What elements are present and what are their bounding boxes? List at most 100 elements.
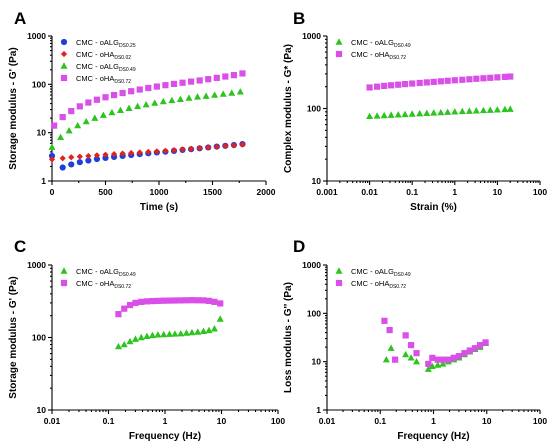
data-point (91, 114, 99, 121)
legend-subscript: DS0.49 (119, 272, 136, 278)
data-point (222, 142, 229, 150)
data-point (137, 333, 145, 341)
y-tick-label: 1000 (27, 31, 46, 41)
data-point (183, 297, 190, 304)
data-point (476, 342, 484, 349)
data-point (85, 99, 92, 106)
data-point (479, 106, 487, 114)
data-point (171, 297, 179, 304)
data-point (388, 82, 395, 89)
data-point (366, 112, 374, 120)
data-point (455, 353, 463, 360)
data-point (471, 345, 479, 352)
x-tick-label: 0.001 (316, 187, 338, 197)
data-point (424, 365, 432, 372)
data-point (149, 297, 156, 305)
x-tick-label: 100 (533, 187, 547, 197)
panel-letter: D (293, 237, 305, 256)
x-tick-label: 100 (533, 416, 547, 426)
data-point (166, 297, 173, 304)
data-point (461, 350, 468, 357)
x-tick-label: 0 (50, 187, 55, 197)
data-point (213, 143, 220, 150)
x-axis-title: Frequency (Hz) (397, 431, 469, 442)
data-point (202, 92, 210, 99)
panel-a: A 1 10 100 1000 0 500 1000 1500 2000 Time (s) Stora… (8, 9, 276, 213)
y-tick-label: 10 (312, 176, 322, 186)
data-point (145, 148, 152, 156)
legend-marker (60, 279, 68, 287)
x-axis-title: Strain (%) (410, 202, 457, 213)
data-point (188, 297, 196, 304)
legend-subscript: DS0.72 (389, 55, 406, 61)
data-point (501, 105, 509, 113)
data-point (59, 113, 66, 121)
x-tick-label: 1 (431, 416, 436, 426)
data-point (59, 164, 66, 171)
data-point (171, 330, 179, 337)
data-point (142, 100, 150, 108)
data-point (185, 94, 193, 101)
data-point (65, 126, 73, 134)
panel-letter: A (14, 9, 26, 28)
legend-marker (335, 50, 343, 58)
data-point (487, 74, 494, 81)
data-point (230, 142, 237, 149)
data-point (473, 75, 480, 82)
data-point (382, 355, 390, 363)
legend-marker (335, 38, 343, 45)
data-point (416, 109, 424, 117)
data-point (434, 356, 441, 363)
y-tick-label: 10 (37, 405, 47, 415)
data-point (444, 108, 452, 115)
series (115, 297, 224, 318)
data-point (205, 297, 213, 304)
legend-subscript: DS0.25 (119, 43, 136, 49)
data-point (119, 150, 126, 157)
x-axis-title: Frequency (Hz) (129, 431, 201, 442)
data-point (182, 329, 190, 336)
data-point (217, 300, 224, 307)
data-point (154, 297, 162, 304)
data-point (48, 156, 56, 163)
data-point (428, 362, 436, 370)
legend-marker (60, 62, 68, 69)
y-tick-label: 1000 (302, 260, 321, 270)
data-point (76, 159, 83, 166)
data-point (506, 105, 514, 112)
data-point (205, 76, 212, 83)
panel-d: D 1 10 100 1000 0.01 0.1 1 10 100 Frequency (Hz) Lo… (283, 237, 547, 442)
data-point (102, 94, 109, 101)
legend-subscript: DS0.72 (389, 284, 406, 290)
data-point (211, 91, 219, 98)
y-tick-label: 100 (307, 308, 321, 318)
data-point (458, 107, 466, 115)
data-point (416, 79, 423, 87)
data-point (472, 107, 480, 114)
data-point (486, 106, 494, 113)
data-point (114, 342, 122, 350)
data-point (136, 149, 143, 156)
legend-label: CMC - oALGDS0.49 (76, 62, 136, 73)
x-tick-label: 1000 (150, 187, 169, 197)
series (366, 73, 514, 91)
data-point (387, 111, 395, 118)
data-point (82, 117, 90, 125)
data-point (430, 109, 438, 116)
y-tick-label: 1000 (27, 260, 46, 270)
y-tick-label: 1000 (302, 31, 321, 41)
data-point (128, 149, 135, 157)
data-point (239, 70, 246, 77)
data-point (402, 350, 410, 358)
legend-label: CMC - oALGDS0.49 (351, 38, 411, 49)
data-point (380, 111, 388, 119)
legend-label: CMC - oHADS0.72 (351, 50, 406, 61)
x-tick-label: 500 (98, 187, 112, 197)
y-tick-label: 10 (312, 357, 322, 367)
data-point (154, 331, 162, 338)
data-point (374, 83, 381, 90)
legend-label: CMC - oHADS0.72 (351, 279, 406, 290)
